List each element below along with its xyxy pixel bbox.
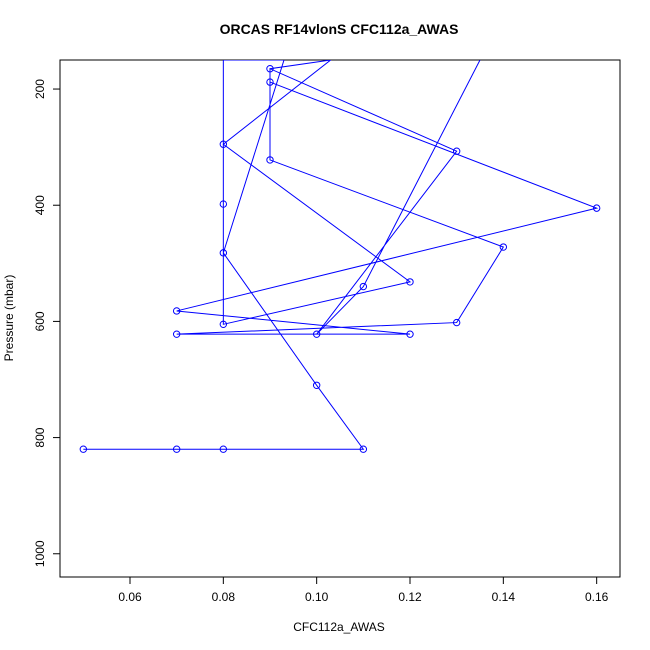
data-point: [592, 204, 601, 212]
series-layer: [79, 60, 601, 453]
data-point: [219, 445, 228, 453]
y-tick-label: 600: [33, 311, 47, 331]
data-point: [359, 282, 368, 291]
data-point: [172, 330, 181, 338]
data-point: [79, 445, 88, 453]
data-point: [219, 249, 228, 257]
x-tick-label: 0.10: [305, 590, 329, 604]
y-axis: 200 400 600 800 1000: [33, 79, 60, 567]
x-tick-label: 0.14: [492, 590, 516, 604]
data-point: [312, 330, 321, 338]
y-tick-label: 200: [33, 79, 47, 99]
y-tick-label: 400: [33, 195, 47, 215]
data-point: [266, 156, 274, 164]
data-point: [406, 278, 414, 286]
x-tick-label: 0.16: [585, 590, 609, 604]
data-point: [172, 445, 181, 453]
data-point: [452, 147, 461, 155]
data-point: [312, 381, 321, 390]
data-point: [499, 243, 508, 251]
data-point: [219, 320, 228, 329]
data-point: [219, 200, 228, 208]
data-point: [219, 140, 228, 148]
data-point: [452, 318, 461, 327]
x-tick-label: 0.08: [212, 590, 236, 604]
series-line: [83, 60, 599, 450]
data-point: [359, 445, 368, 453]
data-point: [172, 307, 181, 315]
data-point: [266, 78, 274, 86]
x-axis-label: CFC112a_AWAS: [293, 620, 385, 634]
y-tick-label: 1000: [33, 540, 47, 567]
x-axis: 0.06 0.08 0.10 0.12 0.14 0.16: [118, 577, 609, 604]
data-point: [406, 330, 414, 338]
data-point: [266, 65, 274, 73]
x-tick-label: 0.06: [118, 590, 142, 604]
y-tick-label: 800: [33, 427, 47, 447]
plot-frame: [59, 59, 621, 578]
y-axis-label: Pressure (mbar): [2, 275, 16, 362]
x-tick-label: 0.12: [398, 590, 422, 604]
chart-title: ORCAS RF14vlonS CFC112a_AWAS: [220, 21, 459, 37]
